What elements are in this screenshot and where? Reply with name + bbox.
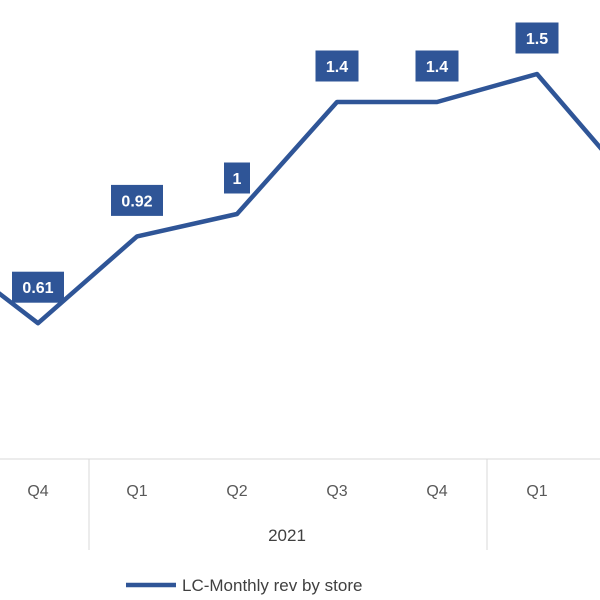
data-label-box	[111, 184, 163, 216]
data-label-box	[315, 50, 359, 82]
data-label-box	[515, 22, 559, 54]
year-label: 2021	[268, 526, 306, 545]
data-label: 1	[224, 162, 250, 194]
x-tick-label: Q4	[27, 483, 48, 500]
x-tick-label: Q1	[526, 483, 547, 500]
data-label-text: 1	[233, 171, 242, 188]
legend-label: LC-Monthly rev by store	[182, 576, 362, 595]
data-label-text: 0.92	[121, 193, 152, 210]
x-tick-label: Q4	[426, 483, 447, 500]
data-label: 0.92	[111, 184, 163, 216]
x-axis: 2021	[0, 458, 600, 550]
data-label-box	[12, 271, 64, 303]
data-label: 1.4	[415, 50, 459, 82]
data-labels: 0.61 0.92 1 1.4 1.4 1.5	[12, 22, 559, 303]
x-tick-label: Q3	[326, 483, 347, 500]
x-tick-label: Q1	[126, 483, 147, 500]
legend: LC-Monthly rev by store	[126, 576, 362, 595]
data-label-box	[224, 162, 250, 194]
data-label: 1.5	[515, 22, 559, 54]
series-line	[0, 71, 600, 326]
data-label: 0.61	[12, 271, 64, 303]
data-label-text: 1.5	[526, 31, 548, 48]
data-label-box	[415, 50, 459, 82]
data-label: 1.4	[315, 50, 359, 82]
data-label-text: 1.4	[426, 59, 448, 76]
data-label-text: 0.61	[22, 280, 53, 297]
data-label-text: 1.4	[326, 59, 348, 76]
x-tick-label: Q2	[226, 483, 247, 500]
x-tick-labels: Q4 Q1 Q2 Q3 Q4 Q1	[27, 483, 547, 500]
